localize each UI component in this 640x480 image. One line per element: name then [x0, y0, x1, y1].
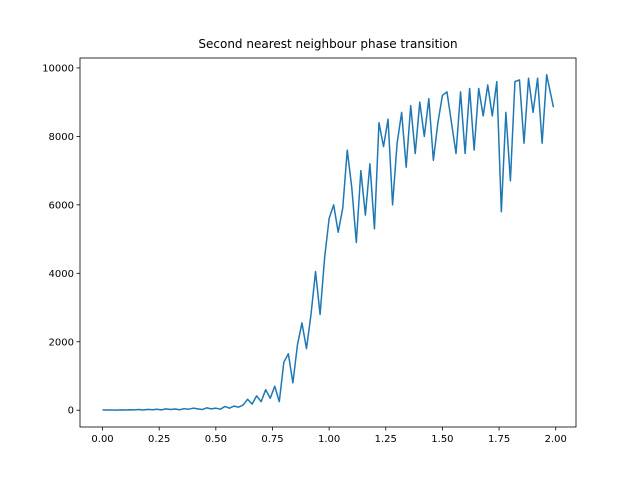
x-tick-label: 1.00	[318, 434, 340, 445]
y-tick-label: 4000	[49, 269, 74, 280]
chart-title: Second nearest neighbour phase transitio…	[198, 37, 457, 51]
x-tick-label: 0.75	[261, 434, 283, 445]
x-tick-label: 0.50	[205, 434, 227, 445]
x-tick-label: 0.00	[91, 434, 113, 445]
x-tick-label: 2.00	[545, 434, 567, 445]
plot-frame	[79, 57, 577, 428]
y-tick-label: 8000	[49, 132, 74, 143]
y-tick-label: 6000	[49, 200, 74, 211]
y-tick-label: 0	[68, 406, 74, 417]
x-tick-label: 1.75	[488, 434, 510, 445]
y-tick-label: 2000	[49, 337, 74, 348]
x-tick-label: 0.25	[148, 434, 170, 445]
data-line	[102, 74, 555, 411]
x-tick-label: 1.50	[431, 434, 453, 445]
x-tick-label: 1.25	[375, 434, 397, 445]
y-tick-label: 10000	[42, 63, 74, 74]
